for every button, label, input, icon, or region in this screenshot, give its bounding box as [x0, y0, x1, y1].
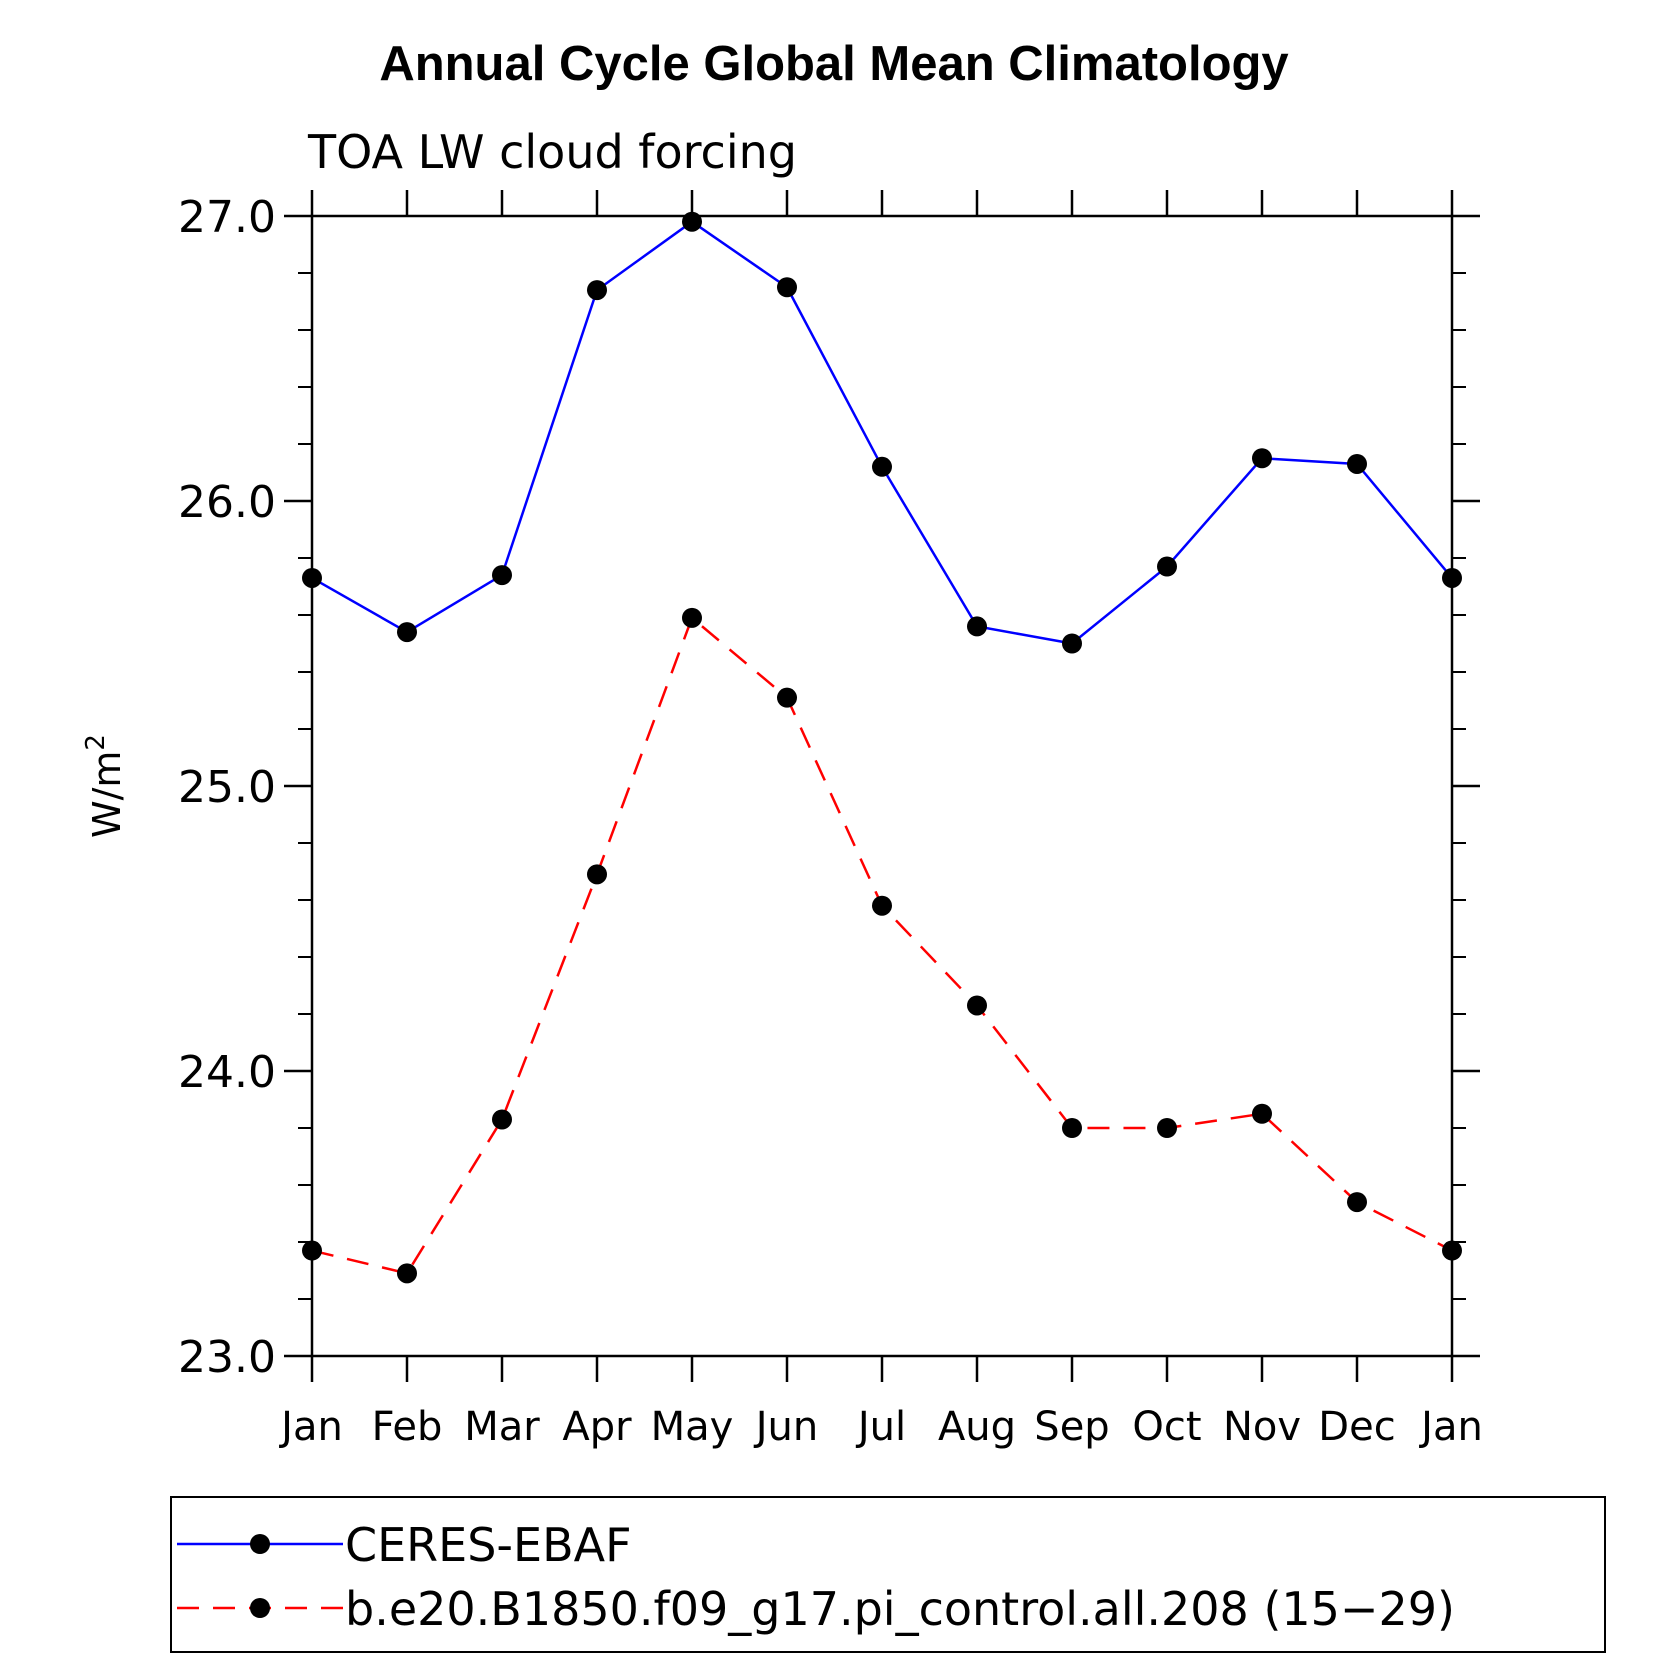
series-1-point — [1252, 1103, 1272, 1124]
x-tick-label: Feb — [372, 1404, 443, 1450]
y-tick-label: 24.0 — [178, 1047, 276, 1098]
legend: CERES-EBAF b.e20.B1850.f09_g17.pi_control… — [170, 1496, 1606, 1653]
chart-subtitle: TOA LW cloud forcing — [307, 125, 797, 179]
plot-frame — [310, 214, 1454, 1358]
y-tick-label: 25.0 — [178, 762, 276, 813]
series-0-point — [777, 277, 797, 298]
x-tick-label: Dec — [1318, 1404, 1395, 1450]
plot-area: 23.0 24.0 25.0 26.0 27.0 Jan Feb Mar Apr May Jun Ju… — [81, 190, 1483, 1450]
x-tick-label: Nov — [1223, 1404, 1301, 1450]
x-tick-label: Jul — [855, 1404, 906, 1450]
series-0-point — [302, 567, 322, 588]
legend-box — [170, 1496, 1606, 1653]
series-0-point — [1062, 633, 1082, 654]
x-tick-label: Mar — [464, 1404, 540, 1450]
y-axis-label-sup: 2 — [81, 734, 111, 751]
chart-title: Annual Cycle Global Mean Climatology — [379, 37, 1288, 91]
series-0-point — [587, 280, 607, 301]
series-0-point — [872, 456, 892, 477]
series-0-point — [492, 565, 512, 586]
y-axis-label: W/m2 — [81, 734, 129, 838]
x-tick-label: May — [651, 1404, 734, 1450]
y-tick-label: 27.0 — [178, 192, 276, 243]
legend-label-1: b.e20.B1850.f09_g17.pi_control.all.208 (… — [345, 1582, 1455, 1636]
y-tick-label: 26.0 — [178, 477, 276, 528]
legend-label-0: CERES-EBAF — [345, 1518, 632, 1572]
y-tick-label: 23.0 — [178, 1332, 276, 1383]
series-0-point — [967, 616, 987, 637]
series-0-point — [682, 211, 702, 232]
series-0-point — [1157, 556, 1177, 577]
series-1-point — [397, 1263, 417, 1284]
series-0-point — [1252, 448, 1272, 469]
series-1-point — [1442, 1240, 1462, 1261]
y-axis-label-base: W/m — [85, 751, 129, 838]
series-1-point — [1347, 1192, 1367, 1213]
x-tick-label: Oct — [1132, 1404, 1201, 1450]
series-1-point — [302, 1240, 322, 1261]
series-0-point — [1347, 453, 1367, 474]
x-tick-label: Jan — [1418, 1404, 1483, 1450]
x-tick-label: Aug — [938, 1404, 1016, 1450]
x-tick-label: Sep — [1034, 1404, 1109, 1450]
series-1-point — [1157, 1118, 1177, 1138]
series-1-point — [1062, 1118, 1082, 1138]
series-0-point — [1442, 567, 1462, 588]
series-1-point — [682, 607, 702, 628]
legend-marker-0 — [250, 1534, 270, 1554]
series-line-1 — [311, 615, 1453, 1275]
series-1-point — [777, 687, 797, 708]
x-tick-label: Jan — [278, 1404, 343, 1450]
series-1-point — [492, 1109, 512, 1130]
series-1-point — [872, 895, 892, 916]
series-1-point — [967, 995, 987, 1016]
legend-marker-1 — [250, 1598, 270, 1618]
series-0-point — [397, 622, 417, 643]
x-tick-label: Apr — [562, 1404, 632, 1450]
x-tick-label: Jun — [753, 1404, 819, 1450]
series-1-point — [587, 864, 607, 885]
series-line-0 — [311, 220, 1453, 645]
